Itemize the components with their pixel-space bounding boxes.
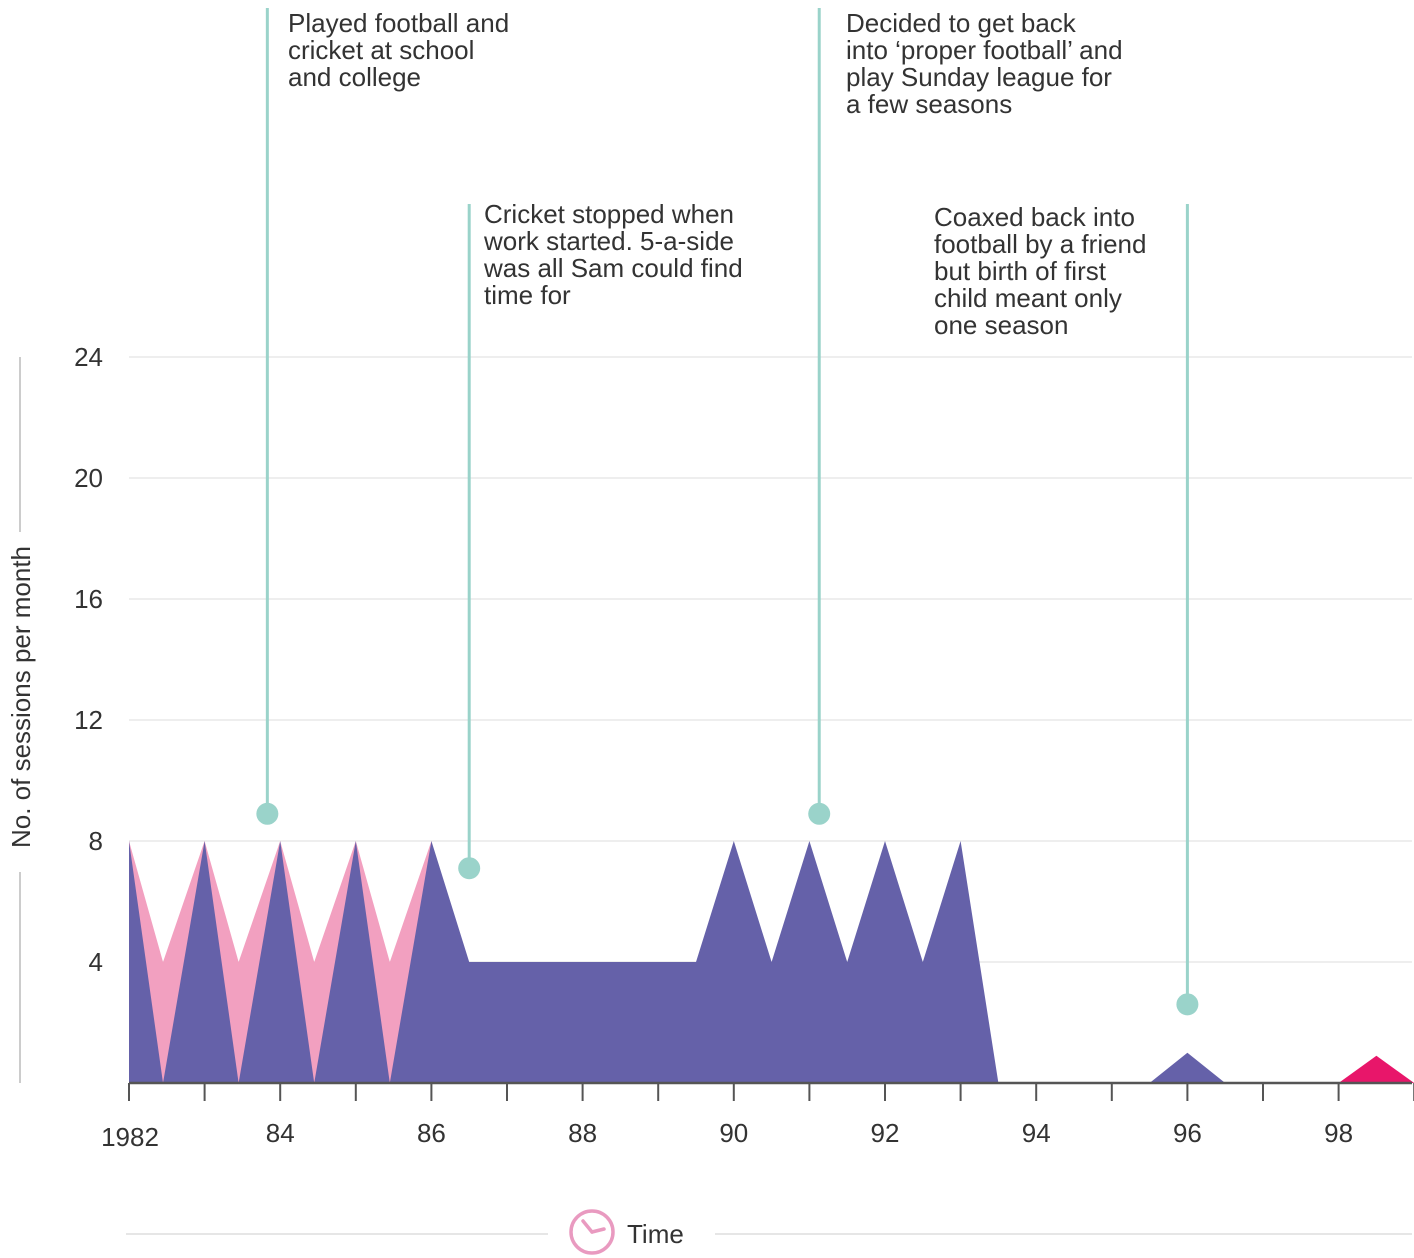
annotation-text: Cricket stopped when work started. 5-a-s… (484, 199, 743, 310)
x-tick-label: 86 (417, 1118, 446, 1148)
y-tick-label: 4 (89, 947, 103, 977)
area-series-2 (1338, 1055, 1414, 1083)
y-axis-title: No. of sessions per month (6, 546, 36, 848)
x-tick-label: 88 (568, 1118, 597, 1148)
x-tick-label: 1982 (101, 1122, 159, 1152)
x-tick-label: 96 (1173, 1118, 1202, 1148)
y-tick-label: 24 (74, 342, 103, 372)
x-tick-label: 94 (1022, 1118, 1051, 1148)
clock-hand-minute (581, 1219, 594, 1234)
x-tick-label: 92 (871, 1118, 900, 1148)
x-axis-label: Time (627, 1219, 684, 1249)
x-axis: 1982 84 86 88 90 92 94 96 98 (101, 1081, 1414, 1152)
x-tick-label: 84 (266, 1118, 295, 1148)
annotation-text: Coaxed back into football by a friend bu… (934, 202, 1147, 340)
y-tick-label: 12 (74, 705, 103, 735)
x-tick-label: 98 (1324, 1118, 1353, 1148)
annotation-text: Decided to get back into ‘proper footbal… (846, 8, 1123, 119)
clock-hand-hour (590, 1227, 606, 1234)
annotation-marker (256, 802, 279, 825)
y-tick-labels: 4 8 12 16 20 24 (74, 342, 103, 977)
area-series-1 (129, 841, 1226, 1083)
y-tick-label: 8 (89, 826, 103, 856)
annotation-marker (808, 802, 831, 825)
y-tick-label: 20 (74, 463, 103, 493)
area-series (129, 841, 1414, 1083)
x-tick-label: 90 (719, 1118, 748, 1148)
annotation-marker (458, 857, 481, 880)
clock-face (569, 1209, 615, 1255)
annotations (256, 8, 1199, 1016)
grid-lines (129, 356, 1412, 963)
annotation-text: Played football and cricket at school an… (288, 8, 510, 92)
annotation-marker (1176, 993, 1199, 1016)
y-tick-label: 16 (74, 584, 103, 614)
clock-icon (569, 1209, 615, 1255)
x-axis-title: Time (126, 1209, 1412, 1255)
y-axis-label: No. of sessions per month (6, 546, 36, 848)
